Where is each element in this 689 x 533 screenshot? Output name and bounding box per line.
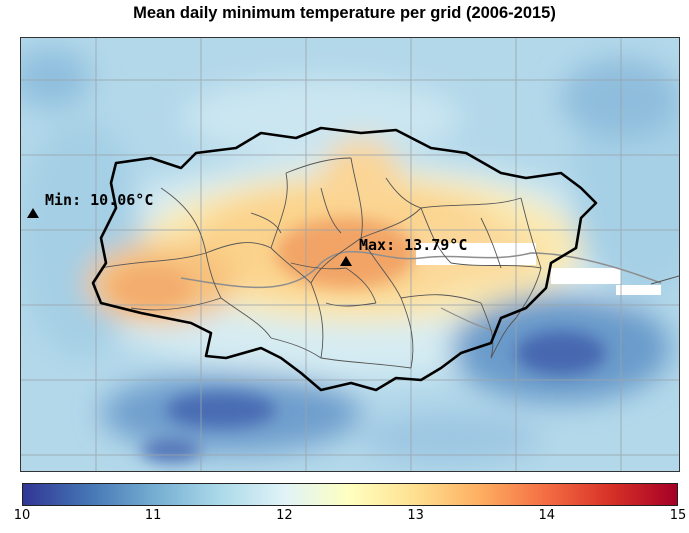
colorbar-tick-label: 12 [276,508,293,523]
colorbar-tick-label: 14 [538,508,556,523]
greater-london-boundary [91,126,598,392]
map-title: Mean daily minimum temperature per grid … [133,4,556,22]
colorbar-tick-label: 13 [407,508,424,523]
colorbar-tick-label: 11 [144,508,162,523]
max-annotation: Max: 13.79°C [359,236,467,254]
temperature-field-hotspots [111,218,606,462]
temperature-map: Min: 10.06°C Max: 13.79°C [20,37,680,472]
colorbar [22,483,678,506]
map-canvas: Min: 10.06°C Max: 13.79°C [21,38,679,471]
no-data-strip [551,268,621,284]
no-data-strip [616,285,661,295]
colorbar-tick-label: 10 [13,508,31,523]
min-annotation: Min: 10.06°C [45,191,153,209]
boundary-fragment [650,275,679,285]
colorbar-tick-label: 15 [669,508,687,523]
min-marker-icon [27,208,39,218]
river-thames [180,250,662,289]
borough-boundaries [100,157,542,369]
no-data-strip [416,243,536,265]
max-marker-icon [340,256,352,266]
